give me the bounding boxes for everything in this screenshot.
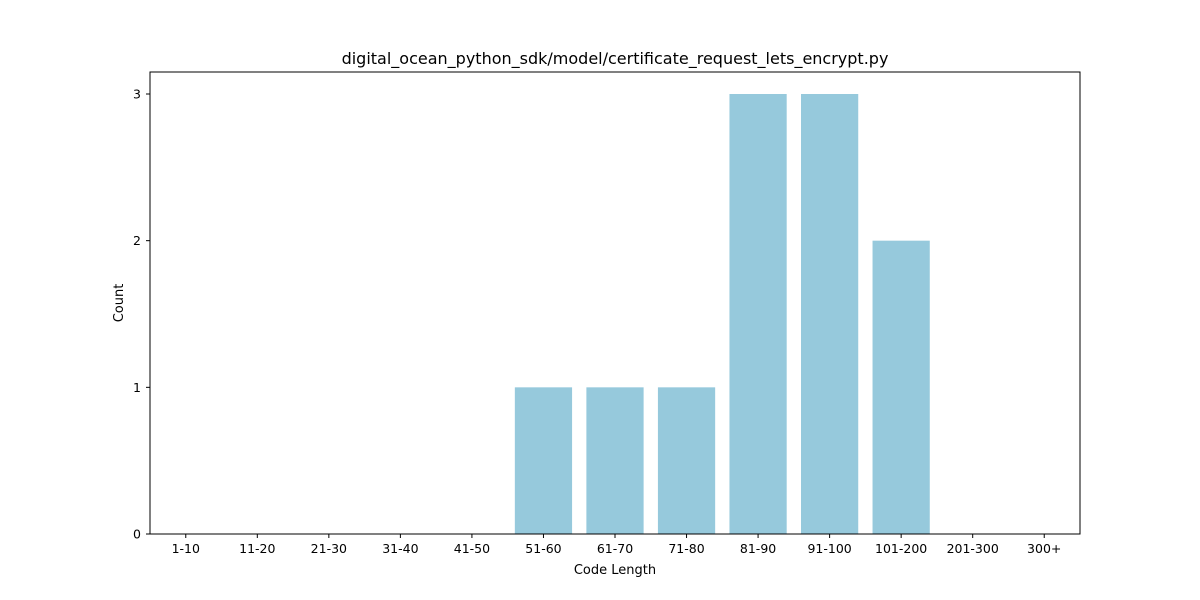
x-tick-label: 1-10 bbox=[172, 541, 200, 556]
x-tick-label: 300+ bbox=[1027, 541, 1061, 556]
y-tick-label: 0 bbox=[133, 527, 141, 542]
y-axis-label: Count bbox=[112, 284, 127, 323]
x-tick-label: 91-100 bbox=[807, 541, 851, 556]
bar-91-100 bbox=[801, 94, 859, 534]
chart-title: digital_ocean_python_sdk/model/certifica… bbox=[342, 49, 889, 69]
bar-51-60 bbox=[514, 387, 573, 534]
x-tick-label: 21-30 bbox=[311, 541, 347, 556]
bar-101-200 bbox=[872, 240, 930, 534]
x-tick-label: 61-70 bbox=[597, 541, 633, 556]
plot-area-frame bbox=[149, 71, 1081, 535]
x-axis-label: Code Length bbox=[574, 563, 656, 578]
x-tick-label: 11-20 bbox=[239, 541, 275, 556]
x-tick-label: 201-300 bbox=[947, 541, 999, 556]
y-tick-label: 2 bbox=[133, 233, 141, 248]
bar-71-80 bbox=[657, 387, 716, 534]
bar-81-90 bbox=[729, 94, 787, 534]
bars-group bbox=[514, 94, 930, 534]
y-tick-label: 1 bbox=[133, 380, 141, 395]
y-tick-label: 3 bbox=[133, 87, 141, 102]
bar-61-70 bbox=[586, 387, 644, 534]
y-axis-ticks: 0 1 2 3 bbox=[133, 87, 150, 542]
x-tick-label: 81-90 bbox=[740, 541, 776, 556]
x-tick-label: 101-200 bbox=[875, 541, 927, 556]
x-tick-label: 31-40 bbox=[382, 541, 418, 556]
x-tick-label: 41-50 bbox=[454, 541, 490, 556]
x-tick-label: 51-60 bbox=[525, 541, 561, 556]
x-axis-ticks: 1-10 11-20 21-30 31-40 41-50 51-60 61-70 71-80 8… bbox=[172, 534, 1061, 556]
x-tick-label: 71-80 bbox=[668, 541, 704, 556]
